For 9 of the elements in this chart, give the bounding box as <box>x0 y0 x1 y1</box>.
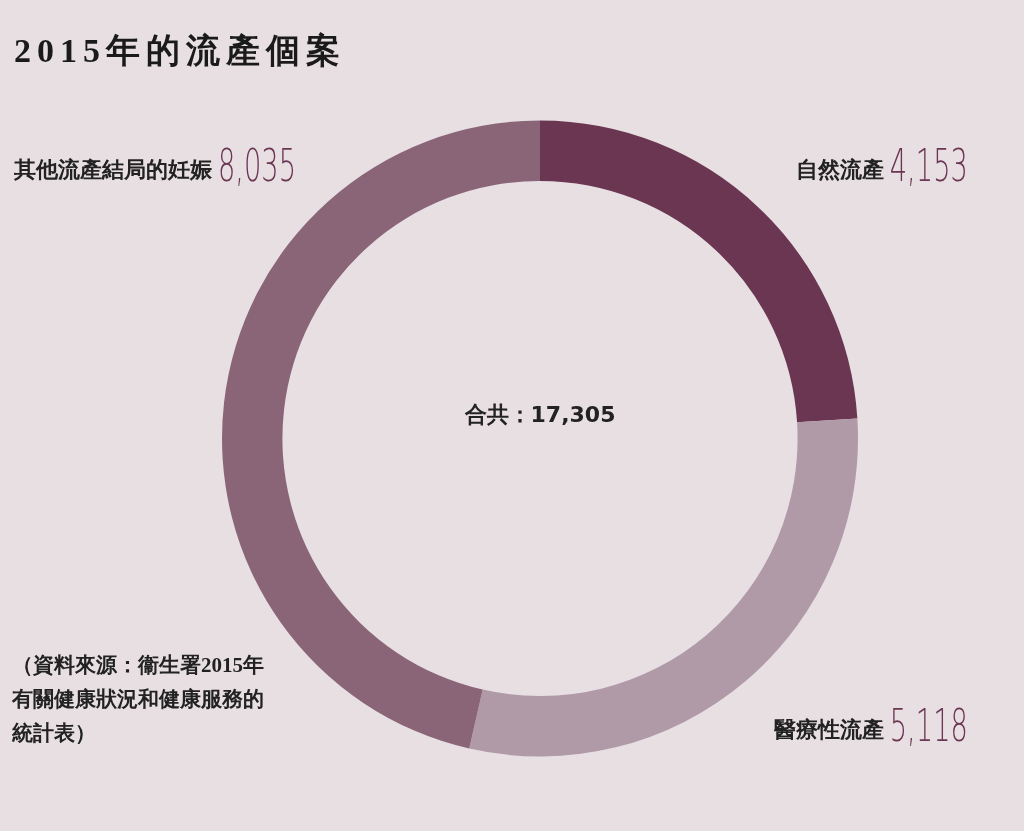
chart-title: 2015年的流產個案 <box>14 31 346 71</box>
text: （資料來源：衞生署2015年有關健康狀況和健康服務的統計表） <box>12 652 265 747</box>
slice-label: 其他流產結局的妊娠 <box>13 157 213 183</box>
slice-label: 自然流產 <box>795 157 884 183</box>
text: 合共：17,305 <box>463 401 617 429</box>
data-label: 8,035 <box>218 140 297 192</box>
data-label: 4,153 <box>889 140 968 192</box>
slice-label: 醫療性流產 <box>773 716 884 742</box>
data-label: 5,118 <box>889 699 968 752</box>
